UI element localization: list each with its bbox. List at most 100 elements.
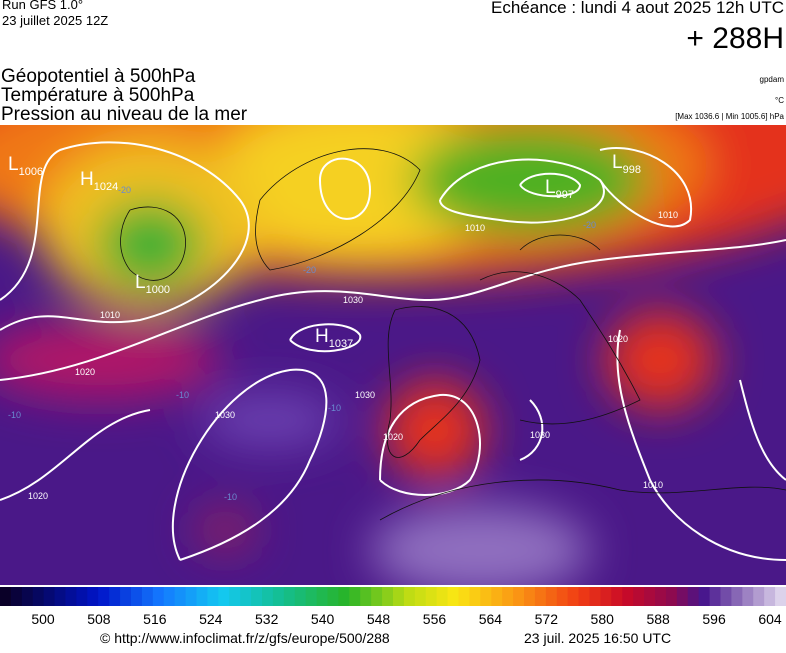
- unit: gpdam: [760, 75, 785, 84]
- contour-label: 1020: [28, 491, 48, 501]
- color-cell: [425, 587, 438, 606]
- color-cell: [633, 587, 645, 606]
- isobars: [0, 141, 786, 561]
- color-cell: [534, 587, 547, 606]
- color-cell: [458, 587, 470, 606]
- unit: [Max 1036.6 | Min 1005.6] hPa: [675, 112, 784, 121]
- color-cell: [382, 587, 394, 606]
- color-cell: [687, 587, 700, 606]
- pressure-center: L997: [545, 177, 574, 201]
- color-cell: [0, 587, 12, 606]
- scale-tick-label: 556: [423, 611, 447, 627]
- scale-tick-label: 580: [591, 611, 615, 627]
- color-cell: [447, 587, 459, 606]
- color-cell: [283, 587, 296, 606]
- color-cell: [207, 587, 219, 606]
- contour-label: 1030: [530, 430, 550, 440]
- color-cell: [720, 587, 732, 606]
- color-cell: [753, 587, 765, 606]
- scale-tick-label: 548: [367, 611, 391, 627]
- center-value: 1000: [146, 284, 170, 296]
- color-cell: [491, 587, 503, 606]
- scale-tick-label: 572: [535, 611, 559, 627]
- echeance: Echéance : lundi 4 aout 2025 12h UTC: [491, 0, 784, 17]
- pressure-center: H1037: [315, 326, 353, 350]
- color-cell: [414, 587, 427, 606]
- color-cell: [54, 587, 66, 606]
- color-cell: [698, 587, 711, 606]
- contour-label: -20: [118, 185, 131, 195]
- color-cell: [589, 587, 601, 606]
- contour-label: 1010: [465, 223, 485, 233]
- center-letter: L: [8, 154, 19, 175]
- color-cell: [469, 587, 481, 606]
- contour-label: 1020: [383, 432, 403, 442]
- color-cell: [196, 587, 208, 606]
- center-value: 1037: [329, 338, 353, 350]
- center-letter: H: [80, 169, 94, 190]
- center-letter: L: [545, 177, 556, 198]
- color-cell: [644, 587, 656, 606]
- contour-label: -20: [583, 220, 596, 230]
- color-cell: [545, 587, 558, 606]
- title-line: Température à 500hPa: [1, 85, 195, 106]
- scale-tick-label: 508: [87, 611, 111, 627]
- color-cell: [262, 587, 274, 606]
- color-cell: [403, 587, 416, 606]
- center-letter: L: [612, 152, 623, 173]
- color-cell: [294, 587, 307, 606]
- contour-label: 1030: [343, 295, 363, 305]
- color-cell: [349, 587, 361, 606]
- color-scale: 500 508 516 524 532 540 548 556 564 572 580 588 596 6…: [0, 587, 786, 627]
- scale-tick-label: 500: [31, 611, 55, 627]
- color-cell: [141, 587, 154, 606]
- color-cell: [98, 587, 110, 606]
- color-cell: [316, 587, 328, 606]
- run-label: Run GFS 1.0°: [2, 0, 83, 12]
- color-cell: [65, 587, 77, 606]
- scale-tick-label: 604: [758, 611, 782, 627]
- color-cell: [502, 587, 514, 606]
- color-cell: [32, 587, 45, 606]
- color-cell: [600, 587, 612, 606]
- color-cell: [622, 587, 634, 606]
- color-cell: [775, 587, 786, 606]
- contour-label: 1030: [215, 410, 235, 420]
- unit: °C: [775, 96, 784, 105]
- center-letter: L: [135, 272, 146, 293]
- color-cell: [21, 587, 34, 606]
- color-cell: [10, 587, 23, 606]
- pressure-center: L1006: [8, 154, 43, 178]
- contour-label: -10: [8, 410, 21, 420]
- color-cell: [764, 587, 776, 606]
- color-cell: [611, 587, 623, 606]
- color-cell: [393, 587, 405, 606]
- center-value: 998: [623, 164, 641, 176]
- color-cell: [480, 587, 492, 606]
- scale-tick-label: 540: [311, 611, 335, 627]
- contour-label: -10: [328, 403, 341, 413]
- color-cell: [436, 587, 449, 606]
- color-cell: [338, 587, 350, 606]
- color-cell: [152, 587, 165, 606]
- color-cell: [87, 587, 99, 606]
- pressure-center: L998: [612, 152, 641, 176]
- color-cell: [513, 587, 525, 606]
- map: L1006 H1024L1000H1037L997L998103010201030…: [0, 125, 786, 585]
- color-cell: [371, 587, 383, 606]
- contour-label: 1010: [100, 310, 120, 320]
- color-cell: [709, 587, 721, 606]
- center-value: 1006: [19, 166, 43, 178]
- color-cell: [174, 587, 187, 606]
- color-cell: [76, 587, 88, 606]
- color-cell: [676, 587, 689, 606]
- color-cell: [360, 587, 372, 606]
- footer-url: © http://www.infoclimat.fr/z/gfs/europe/…: [100, 630, 390, 646]
- title-line: Géopotentiel à 500hPa: [1, 66, 196, 87]
- color-cell: [567, 587, 580, 606]
- contour-label: 1010: [643, 480, 663, 490]
- center-letter: H: [315, 326, 329, 347]
- color-cell: [43, 587, 56, 606]
- footer-timestamp: 23 juil. 2025 16:50 UTC: [524, 630, 671, 646]
